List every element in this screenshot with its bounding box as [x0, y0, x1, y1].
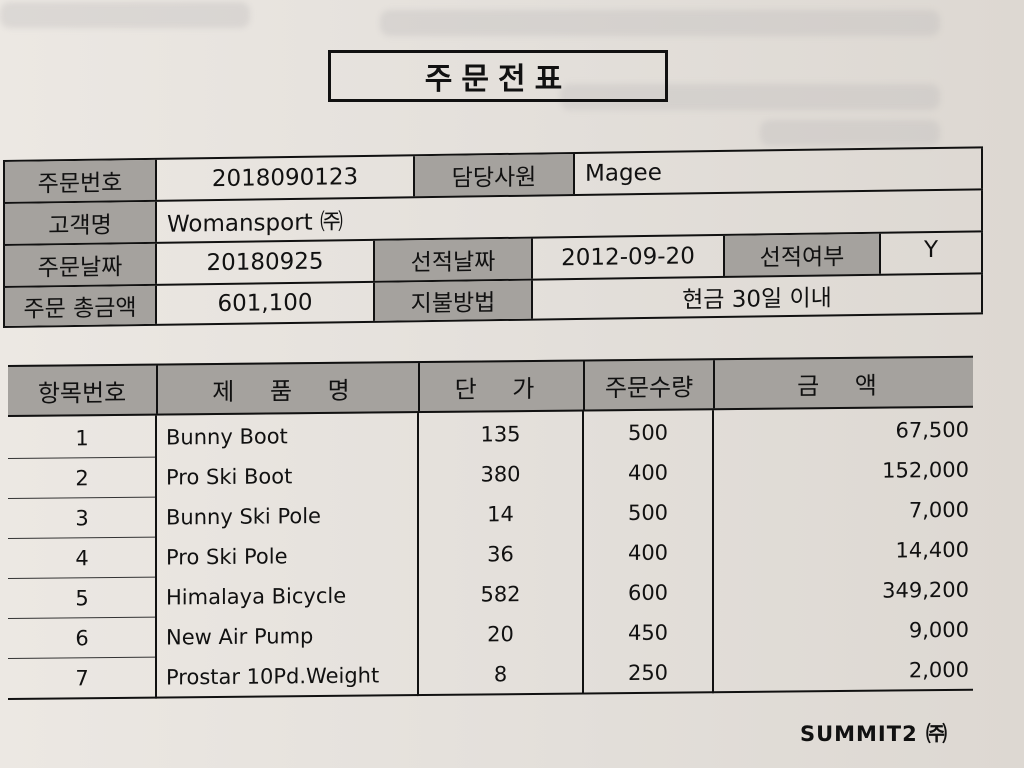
- item-no: 4: [75, 546, 89, 571]
- order-date-value: 20180925: [155, 240, 373, 284]
- order-header-table: 주문번호 2018090123 담당사원 Magee 고객명 Womanspor…: [3, 146, 983, 330]
- order-no-value: 2018090123: [155, 156, 413, 200]
- item-price: 135: [480, 422, 521, 447]
- item-price: 20: [487, 622, 514, 647]
- item-amount: 2,000: [908, 657, 969, 683]
- item-price: 36: [487, 542, 514, 567]
- item-qty: 450: [627, 620, 669, 646]
- item-qty: 250: [627, 660, 669, 686]
- item-name: New Air Pump: [166, 624, 314, 650]
- item-no: 1: [75, 426, 89, 451]
- item-no: 3: [75, 506, 89, 531]
- column-header-item-no: 항목번호: [37, 378, 127, 408]
- item-amount: 349,200: [882, 577, 969, 603]
- column-header-product: 제 품 명: [156, 363, 418, 414]
- order-items-table: 항목번호 제 품 명 단 가 주문수량 금 액 1 Bunny Boot 135…: [8, 355, 978, 700]
- item-name: Bunny Ski Pole: [166, 503, 321, 530]
- item-no: 6: [75, 626, 89, 651]
- shipped-value: Y: [879, 232, 983, 274]
- item-name: Pro Ski Pole: [166, 544, 288, 570]
- customer-label: 고객명: [3, 201, 155, 244]
- item-name: Bunny Boot: [166, 424, 288, 450]
- ship-date-label: 선적날짜: [373, 238, 531, 281]
- item-no: 7: [75, 666, 89, 691]
- item-amount: 14,400: [895, 537, 969, 563]
- items-body: 1 Bunny Boot 135 500 67,500 2 Pro Ski Bo…: [8, 407, 973, 700]
- item-qty: 600: [627, 580, 669, 606]
- item-qty: 400: [627, 540, 669, 566]
- column-header-amount: 금 액: [713, 357, 973, 409]
- item-amount: 9,000: [908, 617, 969, 643]
- item-name: Pro Ski Boot: [166, 464, 293, 490]
- item-name: Himalaya Bicycle: [166, 583, 347, 610]
- item-qty: 400: [627, 460, 669, 486]
- total-value: 601,100: [155, 282, 373, 324]
- item-amount: 7,000: [908, 497, 969, 523]
- total-label: 주문 총금액: [3, 285, 155, 326]
- item-price: 8: [493, 662, 508, 687]
- item-price: 582: [480, 582, 521, 607]
- item-amount: 67,500: [895, 417, 969, 443]
- items-header-row: 항목번호 제 품 명 단 가 주문수량 금 액: [8, 355, 973, 417]
- order-date-label: 주문날짜: [3, 243, 155, 286]
- item-qty: 500: [627, 420, 669, 446]
- payment-label: 지불방법: [373, 280, 531, 321]
- item-amount: 152,000: [882, 457, 969, 483]
- column-header-unit-price: 단 가: [418, 361, 583, 412]
- item-qty: 500: [627, 500, 669, 526]
- column-header-quantity: 주문수량: [583, 360, 713, 410]
- company-footer: SUMMIT2 ㈜: [799, 722, 948, 746]
- order-no-label: 주문번호: [3, 159, 155, 202]
- item-name: Prostar 10Pd.Weight: [166, 663, 380, 690]
- document-title: 주문전표: [328, 50, 668, 102]
- item-no: 2: [75, 466, 89, 491]
- item-price: 14: [487, 502, 514, 527]
- item-price: 380: [480, 462, 521, 487]
- shipped-label: 선적여부: [723, 233, 879, 276]
- rep-value: Magee: [573, 148, 983, 195]
- ship-date-value: 2012-09-20: [531, 235, 723, 279]
- payment-value: 현금 30일 이내: [531, 274, 983, 319]
- item-no: 5: [75, 586, 89, 611]
- rep-label: 담당사원: [413, 154, 573, 197]
